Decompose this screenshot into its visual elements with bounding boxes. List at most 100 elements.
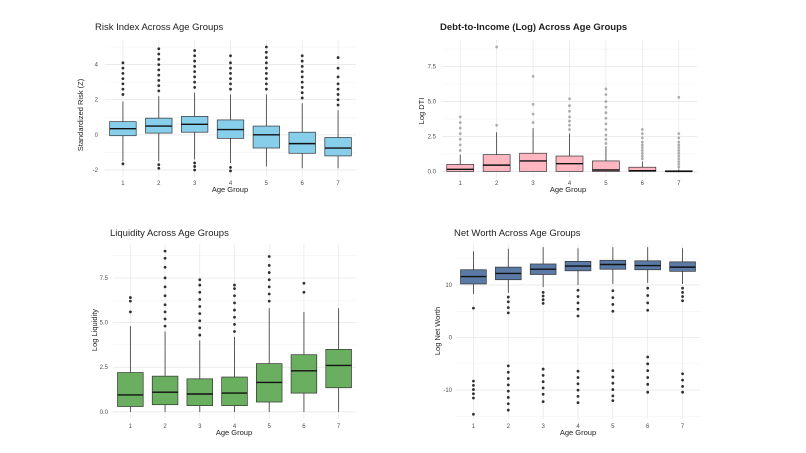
x-tick-label: 5 <box>265 181 269 187</box>
outlier-point <box>604 133 608 137</box>
outlier-point <box>531 121 535 124</box>
outlier-point <box>264 50 268 54</box>
outlier-point <box>604 87 608 91</box>
outlier-point <box>157 73 161 77</box>
outlier-point <box>681 286 684 290</box>
outlier-point <box>264 61 268 65</box>
outlier-point <box>646 369 650 373</box>
outlier-point <box>531 112 535 116</box>
y-tick-label: 2 <box>95 98 99 104</box>
x-tick-label: 7 <box>677 181 681 187</box>
outlier-point <box>541 298 545 302</box>
outlier-point <box>233 287 236 291</box>
outlier-point <box>157 52 161 56</box>
box-7 <box>664 95 693 173</box>
outlier-point <box>576 401 580 405</box>
networth-y-axis-label: Log Net Worth <box>433 307 442 355</box>
box-1 <box>446 115 475 172</box>
outlier-point <box>646 362 650 366</box>
box-4 <box>555 97 584 172</box>
outlier-point <box>121 82 125 86</box>
outlier-point <box>229 87 232 91</box>
outlier-point <box>611 289 615 293</box>
box-1 <box>109 61 137 166</box>
outlier-point <box>677 143 681 147</box>
outlier-point <box>681 295 684 298</box>
outlier-point <box>568 104 571 108</box>
outlier-point <box>267 292 271 296</box>
outlier-point <box>604 111 608 115</box>
outlier-point <box>640 140 644 144</box>
outlier-point <box>506 396 510 399</box>
outlier-point <box>157 84 161 88</box>
box-6 <box>288 54 316 169</box>
dti-chart-title: Debt-to-Income (Log) Across Age Groups <box>440 22 627 33</box>
outlier-point <box>121 71 125 75</box>
box-1 <box>117 296 144 412</box>
outlier-point <box>193 75 197 79</box>
y-tick-label: 7.5 <box>100 276 109 282</box>
box-5 <box>256 255 283 412</box>
outlier-point <box>229 61 232 65</box>
outlier-point <box>458 143 462 147</box>
outlier-point <box>541 301 545 305</box>
outlier-point <box>193 64 197 68</box>
outlier-point <box>472 392 475 396</box>
outlier-point <box>458 121 462 124</box>
outlier-point <box>541 290 545 294</box>
outlier-point <box>121 77 125 81</box>
box-3 <box>529 247 557 404</box>
box-iqr <box>324 137 352 157</box>
outlier-point <box>611 399 615 403</box>
outlier-point <box>300 64 304 68</box>
outlier-point <box>198 312 202 316</box>
outlier-point <box>541 367 545 371</box>
outlier-point <box>506 408 510 412</box>
outlier-point <box>302 281 306 285</box>
x-tick-label: 1 <box>129 424 133 430</box>
outlier-point <box>163 256 167 260</box>
outlier-point <box>300 86 304 89</box>
outlier-point <box>495 123 499 127</box>
box-6 <box>290 281 318 412</box>
outlier-point <box>163 276 167 280</box>
outlier-point <box>198 326 202 330</box>
outlier-point <box>611 388 615 391</box>
outlier-point <box>336 103 340 107</box>
outlier-point <box>541 392 545 396</box>
outlier-point <box>163 265 167 269</box>
outlier-point <box>128 299 132 303</box>
outlier-point <box>604 116 608 120</box>
outlier-point <box>193 168 197 172</box>
x-tick-label: 2 <box>163 424 167 430</box>
outlier-point <box>568 119 571 123</box>
box-iqr <box>519 152 547 172</box>
debt-to-income-chart: Debt-to-Income (Log) Across Age Groups A… <box>417 22 697 194</box>
outlier-point <box>506 306 510 309</box>
outlier-point <box>681 390 684 394</box>
outlier-point <box>336 75 340 79</box>
x-tick-label: 5 <box>604 181 608 187</box>
outlier-point <box>163 285 167 289</box>
outlier-point <box>336 98 340 102</box>
outlier-point <box>233 330 236 333</box>
outlier-point <box>604 93 608 96</box>
outlier-point <box>229 71 232 75</box>
outlier-point <box>640 143 644 147</box>
box-3 <box>519 74 547 172</box>
outlier-point <box>495 45 499 49</box>
outlier-point <box>604 100 608 103</box>
outlier-point <box>506 311 510 315</box>
outlier-point <box>646 376 650 379</box>
box-5 <box>252 45 280 167</box>
outlier-point <box>472 306 475 310</box>
outlier-point <box>302 290 306 294</box>
outlier-point <box>198 297 202 301</box>
outlier-point <box>604 122 608 126</box>
box-3 <box>181 49 209 172</box>
outlier-point <box>163 317 167 321</box>
x-tick-label: 7 <box>681 424 685 430</box>
outlier-point <box>677 132 681 136</box>
box-7 <box>669 248 696 394</box>
outlier-point <box>121 93 125 96</box>
